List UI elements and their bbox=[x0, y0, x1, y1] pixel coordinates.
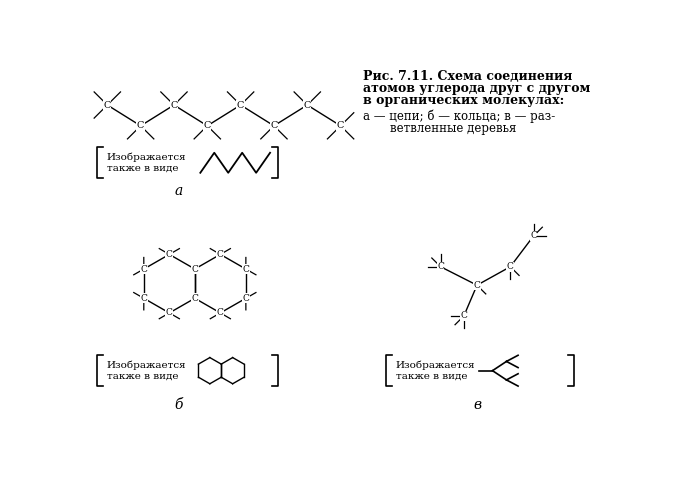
Text: C: C bbox=[217, 250, 224, 259]
Text: а: а bbox=[175, 184, 183, 198]
Text: C: C bbox=[217, 308, 224, 317]
Text: C: C bbox=[530, 231, 537, 240]
Text: в органических молекулах:: в органических молекулах: bbox=[363, 94, 564, 107]
Text: атомов углерода друг с другом: атомов углерода друг с другом bbox=[363, 82, 590, 95]
Text: ветвленные деревья: ветвленные деревья bbox=[390, 122, 516, 135]
Text: C: C bbox=[203, 121, 211, 130]
Text: в: в bbox=[473, 398, 481, 412]
Text: C: C bbox=[337, 121, 345, 130]
Text: а — цепи; б — кольца; в — раз-: а — цепи; б — кольца; в — раз- bbox=[363, 110, 556, 123]
Text: C: C bbox=[271, 121, 277, 130]
Text: б: б bbox=[175, 398, 183, 412]
Text: C: C bbox=[242, 265, 249, 274]
Text: Изображается
также в виде: Изображается также в виде bbox=[107, 153, 186, 173]
Text: C: C bbox=[103, 101, 111, 110]
Text: Рис. 7.11. Схема соединения: Рис. 7.11. Схема соединения bbox=[363, 69, 573, 82]
Text: C: C bbox=[460, 311, 467, 320]
Text: Изображается
также в виде: Изображается также в виде bbox=[396, 361, 475, 381]
Text: C: C bbox=[237, 101, 245, 110]
Text: C: C bbox=[140, 265, 147, 274]
Text: C: C bbox=[166, 308, 173, 317]
Text: C: C bbox=[171, 101, 177, 110]
Text: C: C bbox=[507, 262, 514, 271]
Text: C: C bbox=[166, 250, 173, 259]
Text: C: C bbox=[191, 265, 198, 274]
Text: C: C bbox=[140, 294, 147, 303]
Text: C: C bbox=[137, 121, 145, 130]
Text: C: C bbox=[191, 294, 198, 303]
Text: Изображается
также в виде: Изображается также в виде bbox=[107, 361, 186, 381]
Text: C: C bbox=[473, 281, 480, 290]
Text: C: C bbox=[303, 101, 311, 110]
Text: C: C bbox=[242, 294, 249, 303]
Text: C: C bbox=[437, 262, 444, 271]
